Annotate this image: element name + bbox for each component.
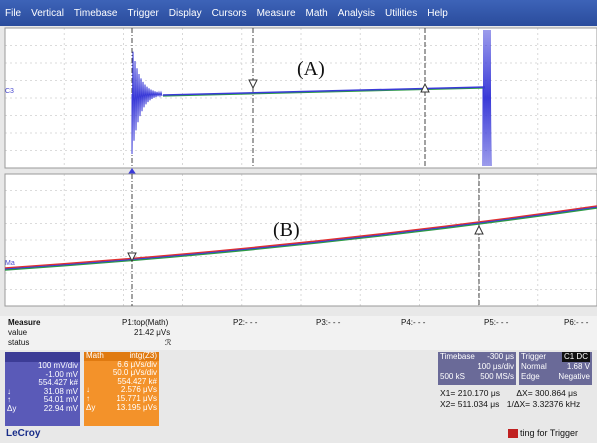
math-function: intg(Z3) [129, 351, 157, 360]
cursor-marker-icon [248, 79, 258, 90]
trace-label-a: (A) [297, 58, 325, 80]
channel-3-descriptor[interactable]: 100 mV/div -1.00 mV 554.427 k# ↓ 31.08 mV ↑ 54… [5, 352, 80, 426]
timebase-scale: 100 μs/div [477, 362, 514, 371]
lecroy-logo: LeCroy [6, 428, 41, 439]
grid-border [4, 27, 597, 169]
trigger-marker-icon [128, 168, 136, 174]
waveform-grid-b[interactable]: (B) Ma [4, 173, 597, 307]
ch3_panel-cursor-symbol: ↓ [7, 386, 11, 396]
channel-tag-c3: C3 [5, 88, 14, 95]
math_panel-cursor-value: 2.576 μVs [120, 385, 157, 395]
status-indicator-icon [508, 429, 518, 439]
math_panel-cursor-value: 13.195 μVs [116, 402, 157, 412]
status-text: ting for Trigger [520, 428, 579, 438]
trace-a-green [162, 87, 486, 97]
spike-trace [482, 29, 492, 167]
math_panel-cursor-symbol: ↓ [86, 385, 90, 395]
cursor-marker-icon [420, 82, 430, 93]
timebase-title: Timebase [440, 352, 475, 361]
measure-status-row-label: status [8, 338, 30, 347]
menu-item-vertical[interactable]: Vertical [31, 7, 64, 19]
trace-b-red [4, 205, 597, 269]
trace-b-blue [4, 206, 597, 270]
math_panel-cursor-symbol: ↑ [86, 393, 90, 403]
cursor-x2: 511.034 μs [457, 399, 500, 409]
measure-p1-value: 21.42 μVs [134, 328, 171, 337]
timebase-samples: 500 kS [440, 372, 465, 381]
ch3_panel-cursor-symbol: Δy [7, 403, 17, 413]
cursor-marker-icon [474, 224, 484, 235]
ch3_panel-cursor-value: 54.01 mV [43, 395, 78, 405]
grid-border [4, 173, 597, 307]
trigger-type: Edge [521, 372, 540, 381]
menu-item-analysis[interactable]: Analysis [337, 7, 375, 19]
trigger-level: 1.68 V [566, 362, 590, 371]
measure-title: Measure [8, 318, 41, 327]
menu-item-file[interactable]: File [5, 7, 22, 19]
cursor-x2-label: X2= [440, 399, 456, 409]
trigger-descriptor[interactable]: Trigger C1 DC Normal 1.68 V Edge Negative [519, 352, 592, 385]
trace-a-blue [162, 86, 486, 96]
cursor-dx-label: ΔX= [516, 388, 533, 398]
trigger-mode: Normal [521, 362, 547, 371]
cursor-x1-label: X1= [440, 388, 456, 398]
cursor-x1: 210.170 μs [457, 388, 500, 398]
math_panel-row: 50.0 μVs/div [112, 368, 157, 378]
ch3_panel-row: 100 mV/div [37, 361, 78, 370]
measure-p1-name[interactable]: P1:top(Math) [122, 318, 169, 327]
timebase-delay: -300 μs [487, 352, 514, 361]
acquisition-status: ting for Trigger [508, 428, 579, 439]
math_panel-row: 6.6 μVs/div [117, 359, 157, 369]
measure-p6[interactable]: P6:- - - [564, 318, 589, 327]
math_panel-row: 554.427 k# [117, 376, 157, 386]
menu-item-help[interactable]: Help [427, 7, 448, 19]
cursor-inv-label: 1/ΔX= [506, 399, 531, 409]
measure-p3[interactable]: P3:- - - [316, 318, 341, 327]
math_panel-cursor-value: 15.771 μVs [116, 393, 157, 403]
timebase-trigger-panel[interactable]: Timebase -300 μs 100 μs/div 500 kS 500 MS/… [438, 352, 592, 385]
menu-item-display[interactable]: Display [168, 7, 202, 19]
ch3_panel-row: -1.00 mV [45, 369, 78, 379]
math_panel-cursor-symbol: Δy [86, 402, 96, 412]
ch3_panel-cursor-value: 22.94 mV [43, 403, 78, 413]
trace-b-green [4, 207, 597, 271]
ch3_panel-cursor-value: 31.08 mV [43, 386, 78, 396]
measure-p5[interactable]: P5:- - - [484, 318, 509, 327]
trace-label-b: (B) [273, 219, 300, 241]
menu-item-utilities[interactable]: Utilities [384, 7, 418, 19]
cursor-marker-icon [127, 252, 137, 263]
ch3_panel-row: 554.427 k# [38, 378, 78, 388]
waveform-a-plot [4, 27, 597, 174]
math-name: Math [86, 351, 104, 360]
waveform-grid-a[interactable]: (A) C3 [4, 27, 597, 174]
trigger-source: C1 DC [561, 352, 590, 362]
ch3_panel-cursor-symbol: ↑ [7, 395, 11, 405]
cursor-inv: 3.32376 kHz [532, 399, 581, 409]
measure-p1-status: ℛ [165, 338, 172, 347]
measure-p2[interactable]: P2:- - - [233, 318, 258, 327]
burst-trace [131, 51, 163, 155]
measure-value-row-label: value [8, 328, 28, 337]
menu-bar: File Vertical Timebase Trigger Display Cursor… [0, 0, 597, 26]
trigger-slope: Negative [558, 372, 590, 381]
menu-item-cursors[interactable]: Cursors [211, 7, 247, 19]
channel-3-header [5, 352, 80, 362]
measure-p4[interactable]: P4:- - - [401, 318, 426, 327]
timebase-rate: 500 MS/s [480, 372, 514, 381]
measure-panel[interactable]: Measure value status P1:top(Math) 21.42 … [0, 316, 597, 350]
timebase-descriptor[interactable]: Timebase -300 μs 100 μs/div 500 kS 500 MS/… [438, 352, 516, 385]
math-descriptor[interactable]: Math intg(Z3) 6.6 μVs/div 50.0 μVs/div 554… [84, 351, 159, 426]
channel-tag-math: Ma [5, 260, 15, 267]
cursor-readout: X1= 210.170 μs ΔX= 300.864 μs X2= 511.03… [440, 388, 580, 410]
menu-item-math[interactable]: Math [305, 7, 328, 19]
menu-item-trigger[interactable]: Trigger [127, 7, 159, 19]
cursor-dx: 300.864 μs [535, 388, 578, 398]
menu-item-timebase[interactable]: Timebase [73, 7, 118, 19]
trigger-title: Trigger [521, 352, 547, 361]
waveform-b-plot [4, 173, 597, 307]
menu-item-measure[interactable]: Measure [256, 7, 296, 19]
